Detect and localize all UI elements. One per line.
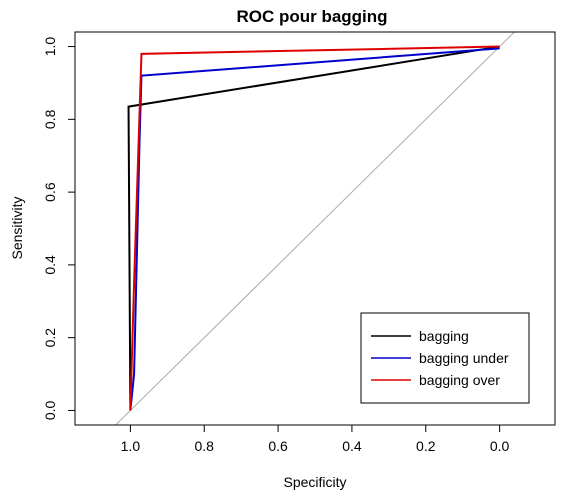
- y-tick-label: 0.2: [42, 328, 58, 348]
- legend-label: bagging over: [419, 372, 500, 388]
- x-tick-label: 0.8: [194, 438, 214, 454]
- x-tick-label: 0.6: [268, 438, 288, 454]
- series-group: [127, 45, 500, 411]
- x-tick-label: 1.0: [121, 438, 141, 454]
- x-tick-label: 0.2: [416, 438, 436, 454]
- reference-line: [114, 32, 516, 425]
- x-tick-label: 0.0: [490, 438, 510, 454]
- x-axis: 1.0 0.8 0.6 0.4 0.2 0.0: [121, 424, 510, 454]
- y-tick-label: 0.6: [42, 182, 58, 202]
- series-line-bagging-over: [129, 45, 500, 411]
- y-tick-label: 1.0: [42, 37, 58, 57]
- x-axis-label: Specificity: [283, 474, 346, 490]
- chart-title: ROC pour bagging: [236, 7, 387, 26]
- y-tick-label: 0.4: [42, 255, 58, 275]
- legend-label: bagging: [419, 328, 469, 344]
- y-axis: 0.0 0.2 0.4 0.6 0.8 1.0: [42, 37, 76, 421]
- reference-diagonal: [114, 32, 516, 425]
- y-tick-label: 0.8: [42, 109, 58, 129]
- y-axis-label: Sensitivity: [9, 196, 25, 259]
- x-tick-label: 0.4: [342, 438, 362, 454]
- legend-label: bagging under: [419, 350, 509, 366]
- legend: bagging bagging under bagging over: [360, 312, 530, 404]
- series-line-bagging: [127, 45, 500, 411]
- y-tick-label: 0.0: [42, 401, 58, 421]
